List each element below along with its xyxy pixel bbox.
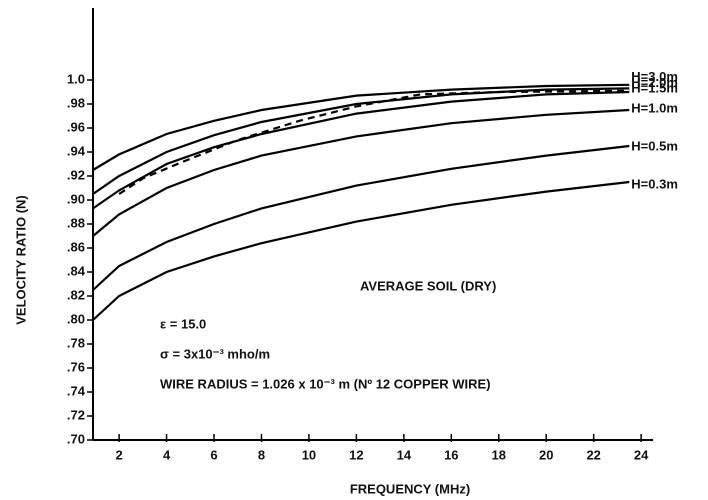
x-tick-label: 20 xyxy=(539,447,553,462)
x-tick-label: 22 xyxy=(586,447,600,462)
y-tick-label: .90 xyxy=(67,191,85,206)
series-label: H=1.0m xyxy=(631,100,678,115)
y-tick-label: .72 xyxy=(67,407,85,422)
y-tick-label: .82 xyxy=(67,287,85,302)
y-tick-label: .94 xyxy=(67,143,86,158)
series-line xyxy=(92,108,630,237)
x-tick-label: 8 xyxy=(258,447,265,462)
x-axis-label: FREQUENCY (MHz) xyxy=(350,481,470,496)
annotation: WIRE RADIUS = 1.026 x 10⁻³ m (Nº 12 COPP… xyxy=(160,376,491,391)
y-tick-label: .78 xyxy=(67,335,85,350)
y-tick-label: .96 xyxy=(67,119,85,134)
x-tick-label: 2 xyxy=(115,447,122,462)
x-tick-label: 12 xyxy=(349,447,363,462)
annotation: ε = 15.0 xyxy=(160,316,206,331)
series-label: H=2.0m xyxy=(631,75,678,90)
series-label: H=0.3m xyxy=(631,176,678,191)
annotation: AVERAGE SOIL (DRY) xyxy=(360,278,496,293)
series-line xyxy=(92,87,630,195)
series-line xyxy=(92,90,630,210)
series-label: H=3.0m xyxy=(631,69,678,84)
series-label: H=1.5m xyxy=(631,80,678,95)
y-tick-label: .98 xyxy=(67,95,85,110)
series-label: H=0.5m xyxy=(631,138,678,153)
x-tick-label: 16 xyxy=(444,447,458,462)
y-tick-label: 1.0 xyxy=(67,71,85,86)
series-line xyxy=(92,83,630,171)
y-tick-label: .74 xyxy=(67,383,86,398)
x-tick-label: 18 xyxy=(492,447,506,462)
y-tick-label: .86 xyxy=(67,239,85,254)
x-tick-label: 14 xyxy=(397,447,412,462)
y-tick-label: .80 xyxy=(67,311,85,326)
y-tick-label: .76 xyxy=(67,359,85,374)
x-tick-label: 4 xyxy=(163,447,171,462)
y-tick-label: .84 xyxy=(67,263,86,278)
series-line xyxy=(92,144,630,291)
y-tick-label: .70 xyxy=(67,431,85,446)
y-axis-label: VELOCITY RATIO (N) xyxy=(13,195,28,325)
series-line xyxy=(92,180,630,321)
series-line xyxy=(118,89,630,195)
x-tick-label: 24 xyxy=(634,447,649,462)
x-tick-label: 10 xyxy=(302,447,316,462)
annotation: σ = 3x10⁻³ mho/m xyxy=(160,346,270,361)
y-tick-label: .92 xyxy=(67,167,85,182)
y-tick-label: .88 xyxy=(67,215,85,230)
x-tick-label: 6 xyxy=(210,447,217,462)
